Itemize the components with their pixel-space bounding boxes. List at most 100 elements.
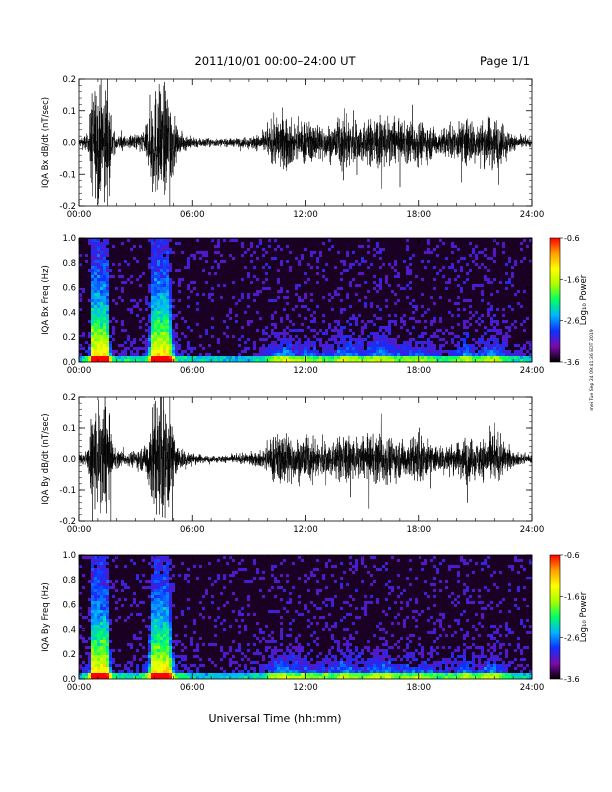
spectrogram-cell [484, 655, 487, 658]
spectrogram-cell [349, 347, 352, 350]
spectrogram-cell [352, 278, 355, 281]
spectrogram-cell [394, 667, 397, 670]
spectrogram-cell [157, 242, 160, 245]
spectrogram-cell [103, 350, 106, 353]
spectrogram-cell [439, 619, 442, 622]
spectrogram-cell [160, 350, 163, 353]
spectrogram-cell [148, 652, 151, 655]
spectrogram-cell [130, 308, 133, 311]
spectrogram-cell [337, 640, 340, 643]
spectrogram-cell [466, 344, 469, 347]
spectrogram-cell [424, 353, 427, 356]
spectrogram-cell [355, 655, 358, 658]
spectrogram-cell [364, 302, 367, 305]
spectrogram-cell [157, 269, 160, 272]
spectrogram-cell [109, 628, 112, 631]
spectrogram-cell [253, 670, 256, 673]
spectrogram-cell [403, 676, 406, 679]
spectrogram-cell [115, 589, 118, 592]
spectrogram-cell [100, 296, 103, 299]
spectrogram-cell [214, 251, 217, 254]
spectrogram-cell [304, 248, 307, 251]
spectrogram-cell [364, 670, 367, 673]
spectrogram-cell [271, 673, 274, 676]
spectrogram-cell [160, 305, 163, 308]
spectrogram-cell [199, 637, 202, 640]
spectrogram-cell [472, 673, 475, 676]
spectrogram-cell [181, 356, 184, 359]
spectrogram-cell [136, 353, 139, 356]
spectrogram-cell [160, 625, 163, 628]
spectrogram-cell [151, 278, 154, 281]
spectrogram-cell [265, 278, 268, 281]
spectrogram-cell [451, 356, 454, 359]
spectrogram-cell [415, 667, 418, 670]
spectrogram-cell [298, 655, 301, 658]
spectrogram-cell [328, 356, 331, 359]
spectrogram-cell [352, 670, 355, 673]
spectrogram-cell [100, 347, 103, 350]
spectrogram-cell [166, 622, 169, 625]
spectrogram-cell [199, 359, 202, 362]
spectrogram-cell [97, 359, 100, 362]
spectrogram-cell [307, 353, 310, 356]
spectrogram-cell [97, 353, 100, 356]
spectrogram-cell [427, 260, 430, 263]
spectrogram-cell [214, 272, 217, 275]
spectrogram-cell [211, 673, 214, 676]
spectrogram-cell [403, 649, 406, 652]
spectrogram-cell [100, 242, 103, 245]
spectrogram-cell [133, 562, 136, 565]
spectrogram-cell [442, 628, 445, 631]
spectrogram-cell [88, 670, 91, 673]
spectrogram-cell [493, 320, 496, 323]
spectrogram-cell [145, 664, 148, 667]
spectrogram-cell [493, 344, 496, 347]
spectrogram-cell [91, 344, 94, 347]
spectrogram-cell [151, 652, 154, 655]
spectrogram-cell [91, 568, 94, 571]
spectrogram-cell [346, 344, 349, 347]
spectrogram-cell [280, 341, 283, 344]
spectrogram-cell [82, 586, 85, 589]
spectrogram-cell [433, 320, 436, 323]
spectrogram-cell [496, 676, 499, 679]
spectrogram-cell [100, 275, 103, 278]
spectrogram-cell [433, 302, 436, 305]
spectrogram-cell [331, 296, 334, 299]
spectrogram-cell [103, 616, 106, 619]
spectrogram-cell [238, 631, 241, 634]
spectrogram-cell [403, 350, 406, 353]
spectrogram-cell [91, 670, 94, 673]
spectrogram-cell [280, 359, 283, 362]
spectrogram-cell [193, 254, 196, 257]
spectrogram-cell [493, 335, 496, 338]
spectrogram-cell [442, 266, 445, 269]
spectrogram-cell [520, 673, 523, 676]
spectrogram-cell [499, 350, 502, 353]
spectrogram-cell [157, 652, 160, 655]
spectrogram-cell [283, 559, 286, 562]
spectrogram-cell [460, 257, 463, 260]
spectrogram-cell [289, 344, 292, 347]
spectrogram-cell [487, 589, 490, 592]
spectrogram-cell [493, 260, 496, 263]
spectrogram-cell [460, 655, 463, 658]
spectrogram-cell [508, 335, 511, 338]
spectrogram-cell [307, 676, 310, 679]
spectrogram-cell [163, 245, 166, 248]
spectrogram-cell [256, 637, 259, 640]
spectrogram-cell [481, 293, 484, 296]
spectrogram-cell [94, 646, 97, 649]
spectrogram-cell [199, 676, 202, 679]
spectrogram-cell [343, 356, 346, 359]
spectrogram-cell [475, 655, 478, 658]
spectrogram-cell [100, 571, 103, 574]
spectrogram-cell [256, 571, 259, 574]
spectrogram-cell [121, 329, 124, 332]
spectrogram-cell [88, 335, 91, 338]
spectrogram-cell [109, 359, 112, 362]
spectrogram-cell [400, 353, 403, 356]
spectrogram-cell [151, 344, 154, 347]
spectrogram-cell [238, 353, 241, 356]
